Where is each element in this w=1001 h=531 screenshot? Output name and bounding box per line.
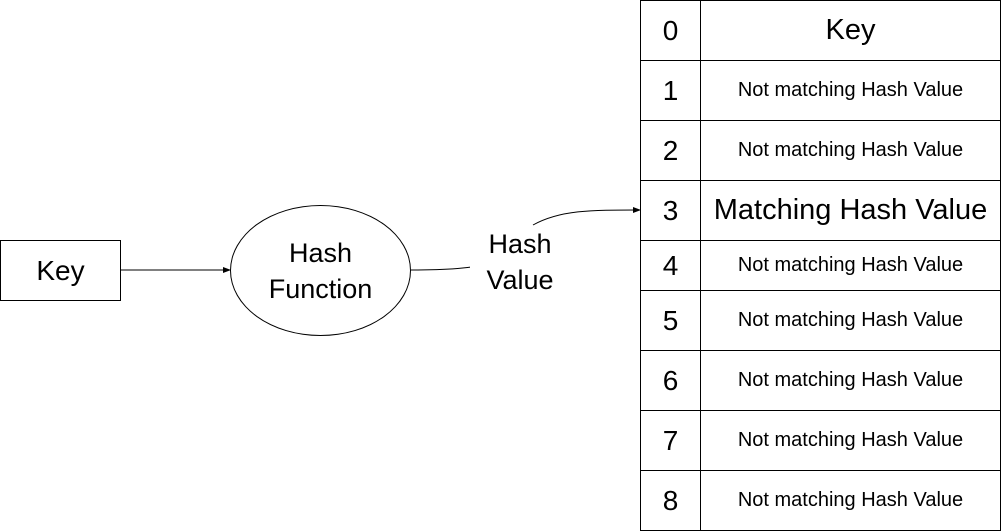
table-value-cell: Matching Hash Value <box>700 180 1001 241</box>
table-index-cell: 6 <box>640 350 701 411</box>
table-value-cell: Key <box>700 0 1001 61</box>
table-index-cell: 2 <box>640 120 701 181</box>
hash-function-line1: Hash <box>288 237 353 268</box>
hash-function-ellipse: Hash Function <box>230 205 411 336</box>
table-index-cell: 0 <box>640 0 701 61</box>
table-value-cell: Not matching Hash Value <box>700 240 1001 291</box>
hash-value-label: Hash Value <box>470 226 570 298</box>
table-value-cell: Not matching Hash Value <box>700 290 1001 351</box>
table-value-cell: Not matching Hash Value <box>700 120 1001 181</box>
table-index-cell: 1 <box>640 60 701 121</box>
hash-value-line2: Value <box>486 265 554 295</box>
table-index-cell: 7 <box>640 410 701 471</box>
hash-function-line2: Function <box>268 273 373 304</box>
table-value-cell: Not matching Hash Value <box>700 470 1001 531</box>
hash-value-line1: Hash <box>488 229 552 259</box>
table-value-cell: Not matching Hash Value <box>700 60 1001 121</box>
table-index-cell: 3 <box>640 180 701 241</box>
table-index-cell: 4 <box>640 240 701 291</box>
hash-value-to-table-arrow <box>532 207 641 226</box>
hash-function-text: Hash Function <box>269 235 373 307</box>
table-value-cell: Not matching Hash Value <box>700 350 1001 411</box>
table-index-cell: 5 <box>640 290 701 351</box>
key-box-label: Key <box>36 254 85 286</box>
table-index-cell: 8 <box>640 470 701 531</box>
table-value-cell: Not matching Hash Value <box>700 410 1001 471</box>
key-box: Key <box>0 240 121 301</box>
